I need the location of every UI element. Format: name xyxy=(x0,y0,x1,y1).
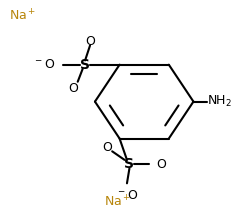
Text: Na$^+$: Na$^+$ xyxy=(104,194,131,210)
Text: $^-$O: $^-$O xyxy=(116,189,138,202)
Text: O: O xyxy=(102,141,112,154)
Text: O: O xyxy=(85,35,95,48)
Text: O: O xyxy=(157,158,166,171)
Text: O: O xyxy=(68,82,78,95)
Text: S: S xyxy=(124,157,134,171)
Text: NH$_2$: NH$_2$ xyxy=(207,94,232,109)
Text: S: S xyxy=(80,58,90,72)
Text: $^-$O: $^-$O xyxy=(33,58,56,71)
Text: Na$^+$: Na$^+$ xyxy=(9,9,36,24)
